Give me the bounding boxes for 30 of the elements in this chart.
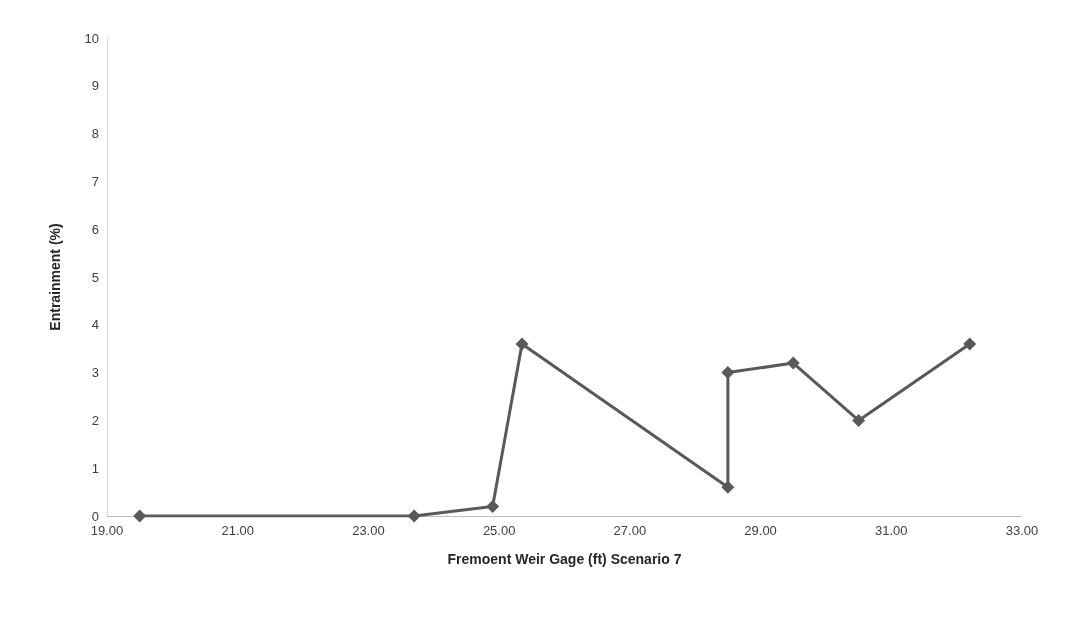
x-tick-label: 23.00 bbox=[352, 523, 385, 538]
x-tick-label: 27.00 bbox=[613, 523, 647, 538]
y-tick-label: 4 bbox=[91, 317, 99, 333]
x-tick-label: 25.00 bbox=[482, 523, 516, 538]
y-tick-label: 8 bbox=[91, 126, 99, 142]
y-tick-label: 0 bbox=[91, 508, 99, 524]
x-tick-label: 19.00 bbox=[90, 523, 124, 538]
y-tick-label: 10 bbox=[84, 30, 99, 46]
x-tick-label: 31.00 bbox=[875, 523, 908, 538]
x-tick-label: 29.00 bbox=[744, 523, 777, 538]
y-tick-label: 7 bbox=[91, 173, 99, 189]
y-tick-label: 6 bbox=[91, 221, 99, 237]
y-tick-label: 5 bbox=[91, 269, 99, 285]
y-tick-label: 3 bbox=[91, 365, 99, 381]
point bbox=[852, 413, 866, 427]
point bbox=[721, 480, 735, 494]
y-tick-label: 9 bbox=[91, 78, 99, 94]
point bbox=[963, 337, 977, 351]
x-tick-label: 21.00 bbox=[221, 523, 254, 538]
point bbox=[407, 509, 421, 523]
y-tick-label: 2 bbox=[91, 412, 99, 428]
x-tick-label: 33.00 bbox=[1005, 523, 1039, 538]
point bbox=[721, 366, 735, 380]
x-axis-title: Fremoent Weir Gage (ft) Scenario 7 bbox=[447, 551, 682, 567]
point bbox=[133, 509, 147, 523]
y-axis-title: Entrainment (%) bbox=[47, 223, 63, 331]
point bbox=[515, 337, 529, 351]
point bbox=[786, 356, 800, 370]
point bbox=[486, 499, 500, 513]
y-tick-label: 1 bbox=[91, 460, 99, 476]
